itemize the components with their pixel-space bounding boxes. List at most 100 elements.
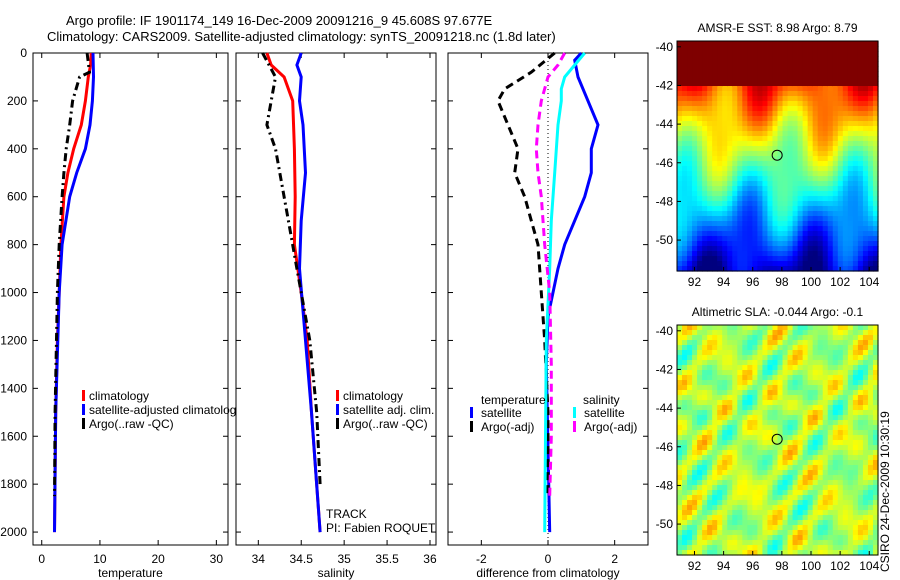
heatmap-cell [867,390,874,396]
heatmap-cell [827,335,834,341]
heatmap-cell [682,435,688,441]
heatmap-cell [822,216,829,222]
heatmap-cell [862,345,869,351]
heatmap-cell [812,51,819,57]
heatmap-cell [697,151,703,157]
heatmap-cell [702,201,708,207]
heatmap-cell [847,106,854,112]
heatmap-cell [767,41,774,47]
heatmap-cell [702,380,708,386]
heatmap-cell [792,41,799,47]
heatmap-cell [707,161,713,167]
heatmap-cell [732,161,738,167]
heatmap-cell [752,216,758,222]
heatmap-cell [697,375,703,381]
heatmap-cell [682,96,688,102]
heatmap-cell [732,530,738,536]
heatmap-cell [827,76,834,82]
heatmap-cell [762,191,769,197]
heatmap-cell [752,545,758,551]
heatmap-cell [677,136,683,142]
heatmap-cell [757,76,764,82]
heatmap-cell [732,181,738,187]
heatmap-cell [772,96,779,102]
heatmap-cell [857,231,864,237]
heatmap-cell [842,126,849,132]
heatmap-cell [702,410,708,416]
heatmap-cell [767,96,774,102]
heatmap-cell [837,221,844,227]
x-tick-label: 2 [611,552,618,566]
heatmap-cell [842,191,849,197]
heatmap-cell [697,435,703,441]
heatmap-cell [802,231,809,237]
heatmap-cell [802,201,809,207]
heatmap-cell [742,41,748,47]
heatmap-cell [827,196,834,202]
heatmap-cell [747,535,753,541]
heatmap-cell [752,470,758,476]
heatmap-cell [757,231,764,237]
heatmap-cell [812,495,819,501]
heatmap-cell [827,530,834,536]
heatmap-cell [727,136,733,142]
heatmap-cell [747,51,753,57]
heatmap-cell [697,535,703,541]
heatmap-cell [742,161,748,167]
heatmap-cell [752,56,758,62]
heatmap-cell [702,166,708,172]
heatmap-cell [867,71,874,77]
heatmap-cell [852,186,859,192]
heatmap-cell [772,56,779,62]
heatmap-cell [752,166,758,172]
heatmap-cell [792,445,799,451]
heatmap-cell [832,71,839,77]
heatmap-cell [827,256,834,262]
heatmap-cell [792,435,799,441]
heatmap-cell [862,370,869,376]
heatmap-cell [852,400,859,406]
heatmap-cell [782,121,789,127]
heatmap-cell [702,405,708,411]
heatmap-cell [832,415,839,421]
heatmap-cell [732,425,738,431]
heatmap-cell [682,455,688,461]
heatmap-cell [842,445,849,451]
x-tick-label: 94 [717,275,731,289]
heatmap-cell [757,430,764,436]
heatmap-cell [787,340,794,346]
heatmap-cell [777,370,784,376]
heatmap-cell [852,121,859,127]
heatmap-cell [797,91,804,97]
heatmap-cell [857,400,864,406]
heatmap-cell [722,206,728,212]
heatmap-cell [817,415,824,421]
heatmap-cell [807,41,814,47]
heatmap-cell [702,141,708,147]
heatmap-cell [862,106,869,112]
heatmap-cell [752,146,758,152]
heatmap-cell [677,345,683,351]
heatmap-cell [727,550,733,556]
heatmap-cell [747,136,753,142]
heatmap-cell [767,76,774,82]
heatmap-cell [792,216,799,222]
heatmap-cell [817,256,824,262]
heatmap-cell [697,261,703,267]
heatmap-cell [742,350,748,356]
heatmap-cell [817,201,824,207]
heatmap-cell [842,530,849,536]
heatmap-cell [852,410,859,416]
heatmap-cell [767,390,774,396]
heatmap-cell [832,545,839,551]
heatmap-cell [737,515,743,521]
heatmap-cell [792,186,799,192]
heatmap-cell [722,515,728,521]
heatmap-cell [747,186,753,192]
heatmap-cell [687,535,693,541]
legend-label: satellite-adjusted climatolog [89,403,236,417]
heatmap-cell [857,430,864,436]
heatmap-cell [752,151,758,157]
heatmap-cell [732,535,738,541]
heatmap-cell [847,126,854,132]
